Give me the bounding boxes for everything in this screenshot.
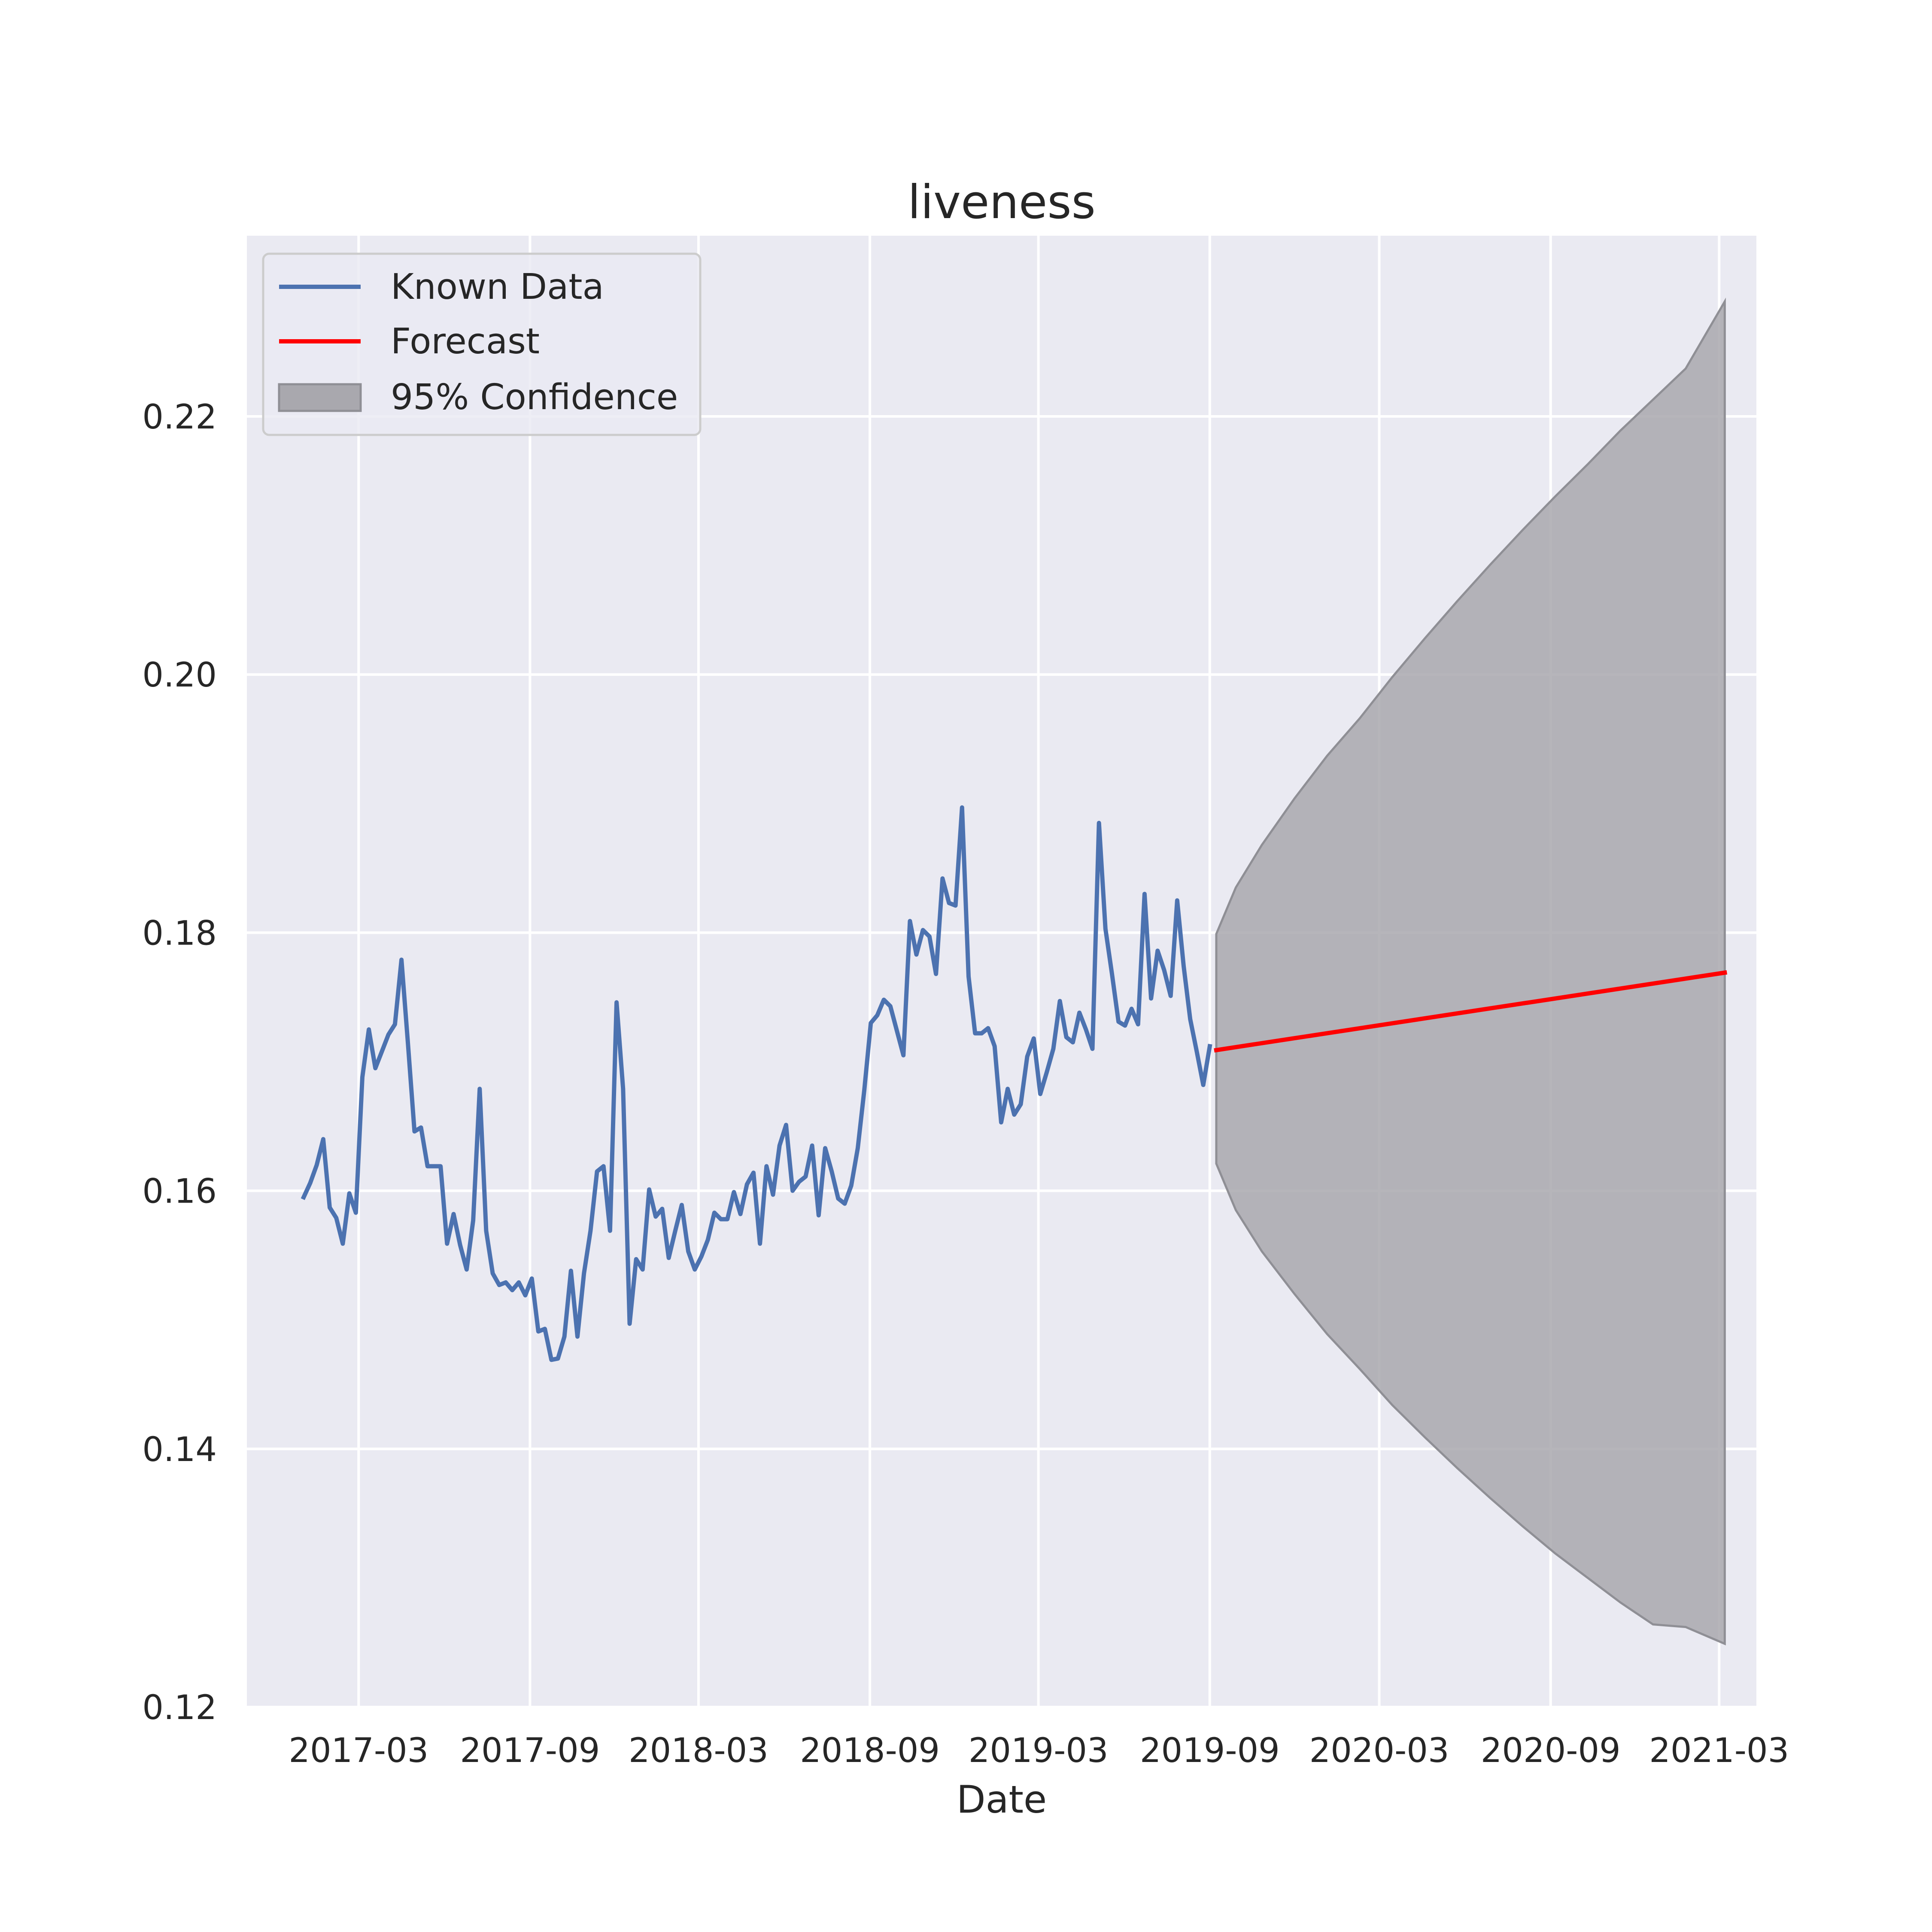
confidence-band xyxy=(1215,298,1726,1646)
known-data-line xyxy=(301,805,1212,1362)
chart-title: liveness xyxy=(908,176,1096,229)
x-tick-label: 2020-03 xyxy=(1309,1732,1449,1770)
x-tick-label: 2019-03 xyxy=(969,1732,1109,1770)
x-tick-label: 2017-03 xyxy=(289,1732,428,1770)
legend-label: Known Data xyxy=(391,267,604,307)
series-lines xyxy=(301,805,1727,1362)
x-tick-label: 2019-09 xyxy=(1140,1732,1280,1770)
forecast-line xyxy=(1214,970,1727,1053)
legend: Known Data Forecast 95% Confidence xyxy=(262,252,702,436)
legend-label: 95% Confidence xyxy=(391,377,678,418)
x-tick-label: 2018-09 xyxy=(800,1732,940,1770)
y-tick-labels: 0.12 0.14 0.16 0.18 0.20 0.22 xyxy=(142,398,217,1727)
x-tick-label: 2021-03 xyxy=(1649,1732,1789,1770)
legend-label: Forecast xyxy=(391,321,540,362)
x-tick-labels: 2017-03 2017-09 2018-03 2018-09 2019-03 2019-… xyxy=(289,1732,1789,1770)
legend-swatch-patch xyxy=(278,383,362,412)
legend-box xyxy=(262,252,702,436)
y-tick-label: 0.20 xyxy=(142,656,217,695)
y-tick-label: 0.14 xyxy=(142,1431,217,1469)
confidence-band-area xyxy=(1215,298,1726,1646)
y-tick-label: 0.12 xyxy=(142,1689,217,1727)
x-axis-title: Date xyxy=(957,1777,1047,1822)
x-tick-label: 2017-09 xyxy=(460,1732,600,1770)
x-tick-label: 2020-09 xyxy=(1481,1732,1621,1770)
y-tick-label: 0.18 xyxy=(142,914,217,953)
y-tick-label: 0.22 xyxy=(142,398,217,437)
x-tick-label: 2018-03 xyxy=(629,1732,769,1770)
y-tick-label: 0.16 xyxy=(142,1173,217,1211)
